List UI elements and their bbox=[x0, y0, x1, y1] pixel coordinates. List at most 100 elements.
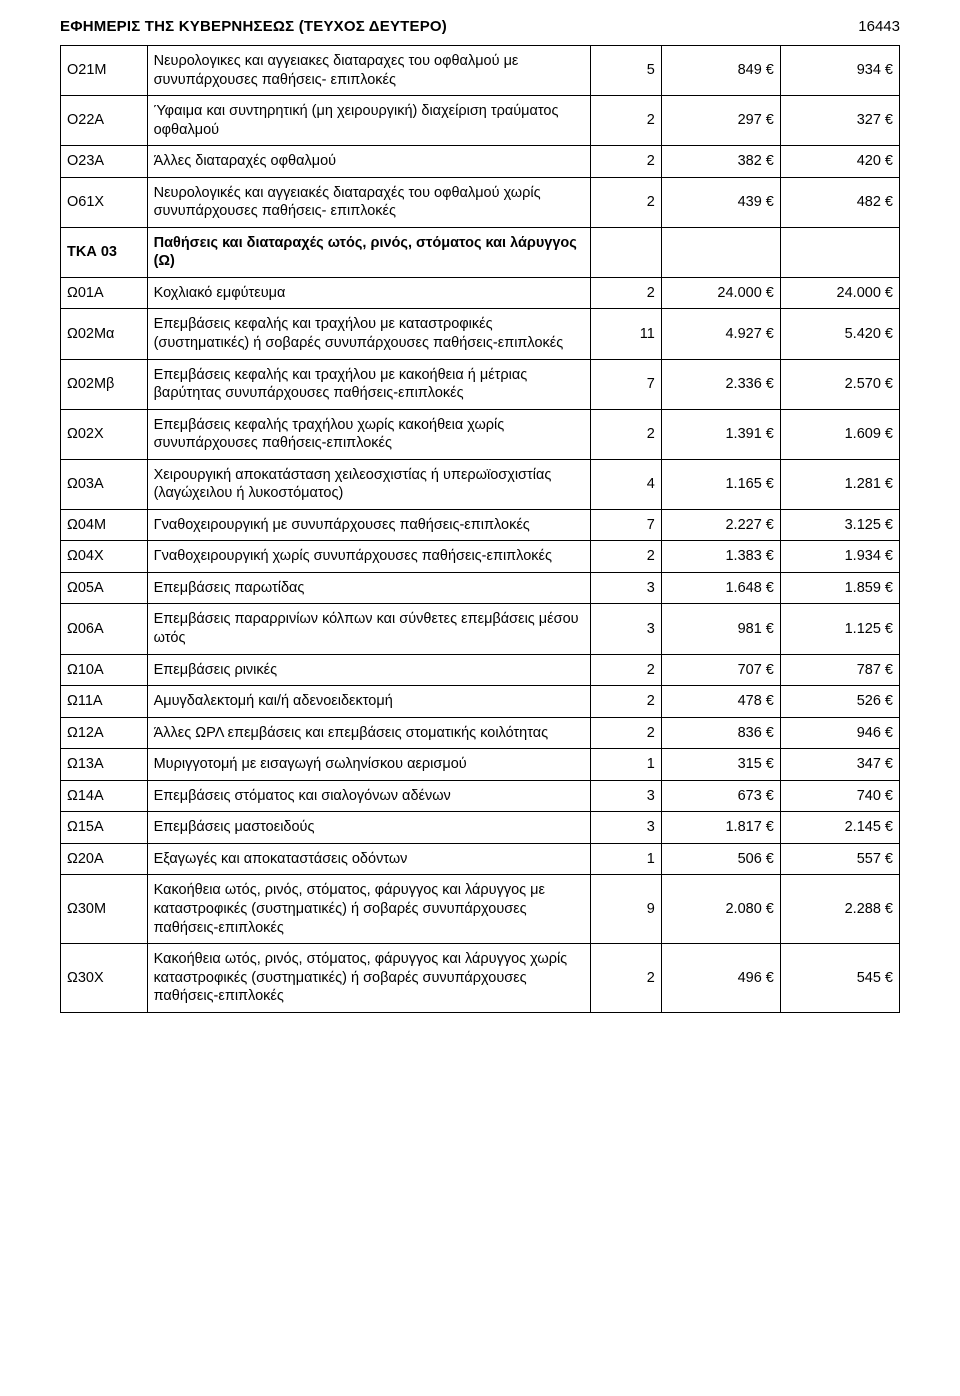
cell-n: 2 bbox=[591, 177, 661, 227]
cell-description: Χειρουργική αποκατάσταση χειλεοσχιστίας … bbox=[147, 459, 591, 509]
cell-value-2: 420 € bbox=[780, 146, 899, 178]
cell-value-2: 2.145 € bbox=[780, 812, 899, 844]
cell-n: 3 bbox=[591, 780, 661, 812]
cell-value-1: 1.383 € bbox=[661, 541, 780, 573]
cell-value-1: 2.336 € bbox=[661, 359, 780, 409]
table-row: Ω05ΑΕπεμβάσεις παρωτίδας31.648 €1.859 € bbox=[61, 572, 900, 604]
cell-description: Κακοήθεια ωτός, ρινός, στόματος, φάρυγγο… bbox=[147, 944, 591, 1013]
table-row: Ο61ΧΝευρολογικές και αγγειακές διαταραχέ… bbox=[61, 177, 900, 227]
cell-description: Επεμβάσεις κεφαλής τραχήλου χωρίς κακοήθ… bbox=[147, 409, 591, 459]
cell-description: Επεμβάσεις στόματος και σιαλογόνων αδένω… bbox=[147, 780, 591, 812]
drg-table: Ο21ΜΝευρολογικες και αγγειακες διαταραχε… bbox=[60, 45, 900, 1013]
table-row: Ω12ΑΆλλες ΩΡΛ επεμβάσεις και επεμβάσεις … bbox=[61, 717, 900, 749]
cell-n: 2 bbox=[591, 96, 661, 146]
cell-value-1: 1.648 € bbox=[661, 572, 780, 604]
cell-n: 2 bbox=[591, 686, 661, 718]
cell-n bbox=[591, 227, 661, 277]
cell-description: Γναθοχειρουργική με συνυπάρχουσες παθήσε… bbox=[147, 509, 591, 541]
cell-value-2: 482 € bbox=[780, 177, 899, 227]
cell-value-2: 347 € bbox=[780, 749, 899, 781]
cell-n: 7 bbox=[591, 359, 661, 409]
cell-value-1: 849 € bbox=[661, 46, 780, 96]
table-row: Ω02ΜαΕπεμβάσεις κεφαλής και τραχήλου με … bbox=[61, 309, 900, 359]
cell-value-1: 673 € bbox=[661, 780, 780, 812]
cell-n: 7 bbox=[591, 509, 661, 541]
cell-value-1: 297 € bbox=[661, 96, 780, 146]
cell-code: Ω11Α bbox=[61, 686, 148, 718]
cell-value-2: 1.281 € bbox=[780, 459, 899, 509]
cell-code: Ω04Χ bbox=[61, 541, 148, 573]
cell-code: Ω05Α bbox=[61, 572, 148, 604]
cell-description: Παθήσεις και διαταραχές ωτός, ρινός, στό… bbox=[147, 227, 591, 277]
cell-code: Ω20Α bbox=[61, 843, 148, 875]
cell-code: Ω30Χ bbox=[61, 944, 148, 1013]
cell-value-2: 1.609 € bbox=[780, 409, 899, 459]
header-page-number: 16443 bbox=[858, 18, 900, 35]
cell-code: Ω02Μβ bbox=[61, 359, 148, 409]
cell-description: Άλλες ΩΡΛ επεμβάσεις και επεμβάσεις στομ… bbox=[147, 717, 591, 749]
cell-n: 2 bbox=[591, 277, 661, 309]
cell-value-1: 1.817 € bbox=[661, 812, 780, 844]
table-row: Ω02ΧΕπεμβάσεις κεφαλής τραχήλου χωρίς κα… bbox=[61, 409, 900, 459]
cell-description: Νευρολογικές και αγγειακές διαταραχές το… bbox=[147, 177, 591, 227]
cell-value-2: 2.288 € bbox=[780, 875, 899, 944]
cell-description: Άλλες διαταραχές οφθαλμού bbox=[147, 146, 591, 178]
table-row: Ω30ΧΚακοήθεια ωτός, ρινός, στόματος, φάρ… bbox=[61, 944, 900, 1013]
cell-description: Γναθοχειρουργική χωρίς συνυπάρχουσες παθ… bbox=[147, 541, 591, 573]
cell-value-1: 506 € bbox=[661, 843, 780, 875]
cell-n: 2 bbox=[591, 944, 661, 1013]
table-row: Ω13ΑΜυριγγοτομή με εισαγωγή σωληνίσκου α… bbox=[61, 749, 900, 781]
cell-code: Ω10Α bbox=[61, 654, 148, 686]
table-row: Ω03ΑΧειρουργική αποκατάσταση χειλεοσχιστ… bbox=[61, 459, 900, 509]
cell-n: 2 bbox=[591, 409, 661, 459]
cell-code: Ο22Α bbox=[61, 96, 148, 146]
cell-description: Μυριγγοτομή με εισαγωγή σωληνίσκου αερισ… bbox=[147, 749, 591, 781]
cell-description: Επεμβάσεις παρωτίδας bbox=[147, 572, 591, 604]
cell-value-1: 478 € bbox=[661, 686, 780, 718]
cell-value-2: 327 € bbox=[780, 96, 899, 146]
cell-value-1: 707 € bbox=[661, 654, 780, 686]
cell-value-1: 2.227 € bbox=[661, 509, 780, 541]
table-row: Ω01ΑΚοχλιακό εμφύτευμα224.000 €24.000 € bbox=[61, 277, 900, 309]
cell-code: Ο21Μ bbox=[61, 46, 148, 96]
cell-description: Επεμβάσεις κεφαλής και τραχήλου με κατασ… bbox=[147, 309, 591, 359]
table-row: Ω10ΑΕπεμβάσεις ρινικές2707 €787 € bbox=[61, 654, 900, 686]
cell-value-2: 934 € bbox=[780, 46, 899, 96]
cell-n: 3 bbox=[591, 604, 661, 654]
cell-value-2: 787 € bbox=[780, 654, 899, 686]
cell-value-2: 2.570 € bbox=[780, 359, 899, 409]
table-row: Ω06ΑΕπεμβάσεις παραρρινίων κόλπων και σύ… bbox=[61, 604, 900, 654]
cell-value-1: 4.927 € bbox=[661, 309, 780, 359]
cell-code: Ω01Α bbox=[61, 277, 148, 309]
table-row: Ο21ΜΝευρολογικες και αγγειακες διαταραχε… bbox=[61, 46, 900, 96]
cell-code: Ω06Α bbox=[61, 604, 148, 654]
cell-value-2: 1.125 € bbox=[780, 604, 899, 654]
cell-n: 2 bbox=[591, 654, 661, 686]
cell-value-1: 1.165 € bbox=[661, 459, 780, 509]
cell-code: Ω02Μα bbox=[61, 309, 148, 359]
cell-code: Ω15Α bbox=[61, 812, 148, 844]
cell-value-2: 526 € bbox=[780, 686, 899, 718]
cell-description: Κοχλιακό εμφύτευμα bbox=[147, 277, 591, 309]
cell-code: Ω14Α bbox=[61, 780, 148, 812]
cell-value-2: 545 € bbox=[780, 944, 899, 1013]
cell-code: Ο61Χ bbox=[61, 177, 148, 227]
cell-description: Εξαγωγές και αποκαταστάσεις οδόντων bbox=[147, 843, 591, 875]
cell-code: Ω03Α bbox=[61, 459, 148, 509]
cell-n: 1 bbox=[591, 749, 661, 781]
cell-value-2 bbox=[780, 227, 899, 277]
cell-code: Ο23Α bbox=[61, 146, 148, 178]
table-row: Ο22ΑΎφαιμα και συντηρητική (μη χειρουργι… bbox=[61, 96, 900, 146]
cell-value-1: 981 € bbox=[661, 604, 780, 654]
cell-value-1: 836 € bbox=[661, 717, 780, 749]
cell-value-1: 382 € bbox=[661, 146, 780, 178]
cell-value-1: 24.000 € bbox=[661, 277, 780, 309]
cell-value-1: 1.391 € bbox=[661, 409, 780, 459]
cell-description: Νευρολογικες και αγγειακες διαταραχες το… bbox=[147, 46, 591, 96]
cell-n: 2 bbox=[591, 541, 661, 573]
cell-description: Ύφαιμα και συντηρητική (μη χειρουργική) … bbox=[147, 96, 591, 146]
cell-code: ΤΚΑ 03 bbox=[61, 227, 148, 277]
table-row: Ω14ΑΕπεμβάσεις στόματος και σιαλογόνων α… bbox=[61, 780, 900, 812]
cell-value-2: 24.000 € bbox=[780, 277, 899, 309]
cell-code: Ω30Μ bbox=[61, 875, 148, 944]
